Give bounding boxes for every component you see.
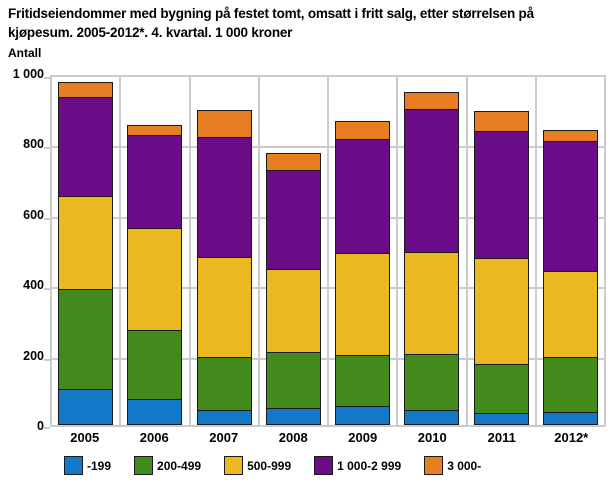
bar-segment	[542, 272, 598, 358]
bar-segment	[127, 229, 183, 331]
bar-segment	[58, 82, 114, 98]
legend-label: 1 000-2 999	[337, 458, 402, 473]
y-tick	[44, 147, 50, 150]
bar-stack-2006	[127, 125, 183, 425]
legend-item: 1 000-2 999	[314, 456, 401, 475]
bar-segment	[196, 258, 252, 358]
bar-segment	[335, 407, 391, 425]
bar-column-2012*	[537, 77, 604, 425]
bar-segment	[196, 138, 252, 258]
bar-segment	[335, 140, 391, 254]
x-axis-label: 2012*	[554, 430, 589, 445]
bar-segment	[404, 110, 460, 253]
bar-stack-2010	[404, 92, 460, 425]
bar-segment	[58, 98, 114, 197]
bar-stack-2008	[265, 153, 321, 425]
y-tick	[44, 288, 50, 291]
bar-column-2008	[260, 77, 329, 425]
x-axis-label: 2007	[209, 430, 239, 445]
legend-item: 500-999	[224, 456, 291, 475]
legend-swatch-icon	[424, 456, 444, 475]
y-tick	[44, 358, 50, 361]
bar-segment	[335, 356, 391, 407]
bar-segment	[473, 414, 529, 425]
bar-segment	[404, 253, 460, 355]
x-axis: 2005 2006 2007 2008 2009 2010 2011 2012*	[50, 430, 606, 445]
legend-swatch-icon	[64, 456, 83, 475]
y-axis-label: 1 000	[12, 67, 44, 81]
bar-segment	[335, 121, 391, 140]
legend-swatch-icon	[224, 456, 244, 475]
bar-segment	[265, 153, 321, 171]
bar-stack-2007	[196, 110, 252, 425]
legend-item: 3 000-	[424, 456, 481, 475]
bar-segment	[58, 197, 114, 290]
bar-column-2007	[191, 77, 260, 425]
bar-column-2005	[52, 77, 122, 425]
x-axis-label: 2008	[278, 430, 308, 445]
bar-segment	[127, 400, 183, 425]
bar-segment	[542, 358, 598, 413]
y-axis-label: 400	[23, 278, 44, 293]
chart-title: Fritidseiendommer med bygning på festet …	[8, 6, 534, 40]
x-axis-label: 2009	[348, 430, 378, 445]
bar-segment	[542, 142, 598, 272]
bar-segment	[58, 290, 114, 390]
bar-column-2009	[329, 77, 399, 425]
bar-segment	[265, 171, 321, 270]
y-axis-label: 0	[37, 419, 44, 433]
legend-swatch-icon	[134, 456, 154, 475]
legend-label: 3 000-	[447, 458, 482, 473]
y-axis-title: Antall	[8, 46, 42, 60]
bar-segment	[127, 136, 183, 229]
bar-stack-2009	[335, 121, 391, 425]
bar-stack-2011	[473, 111, 529, 425]
bar-segment	[473, 111, 529, 132]
x-axis-label: 2005	[70, 430, 100, 445]
bar-segment	[196, 110, 252, 138]
legend: -199 200-499 500-999 1 000-2 999 3 000-	[64, 456, 481, 475]
legend-label: -199	[87, 458, 112, 473]
y-axis-label: 800	[23, 137, 44, 152]
bar-column-2011	[468, 77, 537, 425]
y-tick	[44, 427, 50, 429]
bar-segment	[58, 390, 114, 425]
bar-column-2010	[398, 77, 468, 425]
bar-stack-2012*	[542, 130, 598, 425]
bar-segment	[404, 411, 460, 425]
bar-stack-2005	[58, 82, 114, 425]
x-axis-label: 2006	[139, 430, 169, 445]
bar-segment	[196, 358, 252, 411]
bar-segment	[473, 365, 529, 414]
y-tick	[44, 217, 50, 220]
bar-segment	[196, 411, 252, 425]
y-axis-label: 600	[23, 207, 44, 222]
bar-segment	[127, 331, 183, 400]
bar-segment	[404, 92, 460, 110]
bar-column-2006	[121, 77, 191, 425]
x-axis-label: 2011	[487, 430, 516, 445]
bar-segment	[404, 355, 460, 411]
y-axis: 0 200 400 600 800 1 000	[0, 67, 44, 433]
plot-area	[44, 75, 606, 429]
bar-segment	[265, 353, 321, 409]
legend-swatch-icon	[314, 456, 334, 475]
bar-segment	[473, 132, 529, 259]
bar-segment	[127, 125, 183, 136]
bar-segment	[473, 259, 529, 365]
x-axis-label: 2010	[417, 430, 447, 445]
bar-segment	[335, 254, 391, 356]
legend-label: 500-999	[247, 458, 292, 473]
legend-label: 200-499	[157, 458, 202, 473]
bar-segment	[542, 413, 598, 425]
bar-segment	[265, 409, 321, 425]
bar-segment	[542, 130, 598, 142]
y-tick	[44, 77, 50, 79]
bar-columns	[52, 77, 604, 425]
legend-item: 200-499	[134, 456, 201, 475]
bar-segment	[265, 270, 321, 353]
y-axis-label: 200	[23, 348, 44, 363]
legend-item: -199	[64, 456, 111, 475]
